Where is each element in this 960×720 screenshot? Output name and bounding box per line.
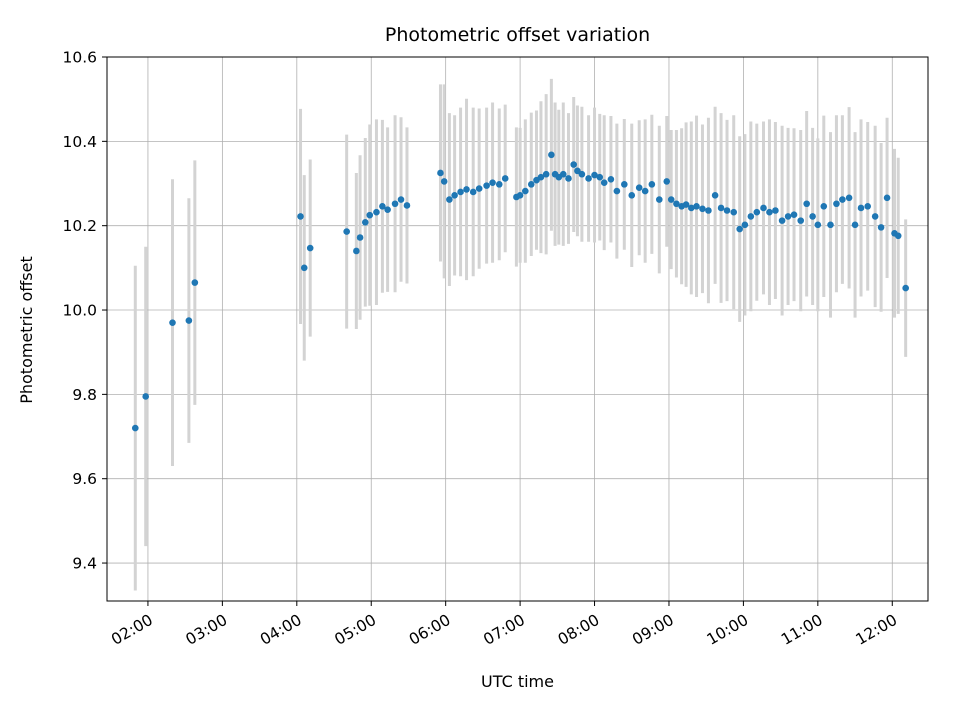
- y-tick-label: 10.4: [62, 133, 97, 151]
- x-tick-label: 09:00: [629, 611, 677, 649]
- x-tick-label: 08:00: [555, 611, 603, 649]
- x-tick-label: 06:00: [406, 611, 454, 649]
- y-tick-label: 9.8: [72, 386, 97, 404]
- x-tick-label: 12:00: [853, 611, 901, 649]
- points-layer: [131, 151, 909, 432]
- chart-title: Photometric offset variation: [384, 24, 651, 46]
- y-tick-label: 9.4: [72, 555, 97, 573]
- x-tick-label: 11:00: [778, 611, 826, 649]
- x-axis-label: UTC time: [481, 672, 554, 691]
- x-tick-label: 10:00: [704, 611, 752, 649]
- x-tick-label: 04:00: [257, 611, 305, 649]
- y-tick-label: 9.6: [72, 470, 97, 488]
- x-tick-label: 03:00: [183, 611, 231, 649]
- y-tick-label: 10.0: [62, 302, 97, 320]
- y-tick-label: 10.2: [62, 217, 97, 235]
- x-tick-label: 02:00: [108, 611, 156, 649]
- axes-frame: [106, 56, 929, 602]
- y-axis-label: Photometric offset: [17, 256, 36, 404]
- x-tick-label: 07:00: [480, 611, 528, 649]
- x-tick-label: 05:00: [332, 611, 380, 649]
- y-tick-label: 10.6: [62, 49, 97, 67]
